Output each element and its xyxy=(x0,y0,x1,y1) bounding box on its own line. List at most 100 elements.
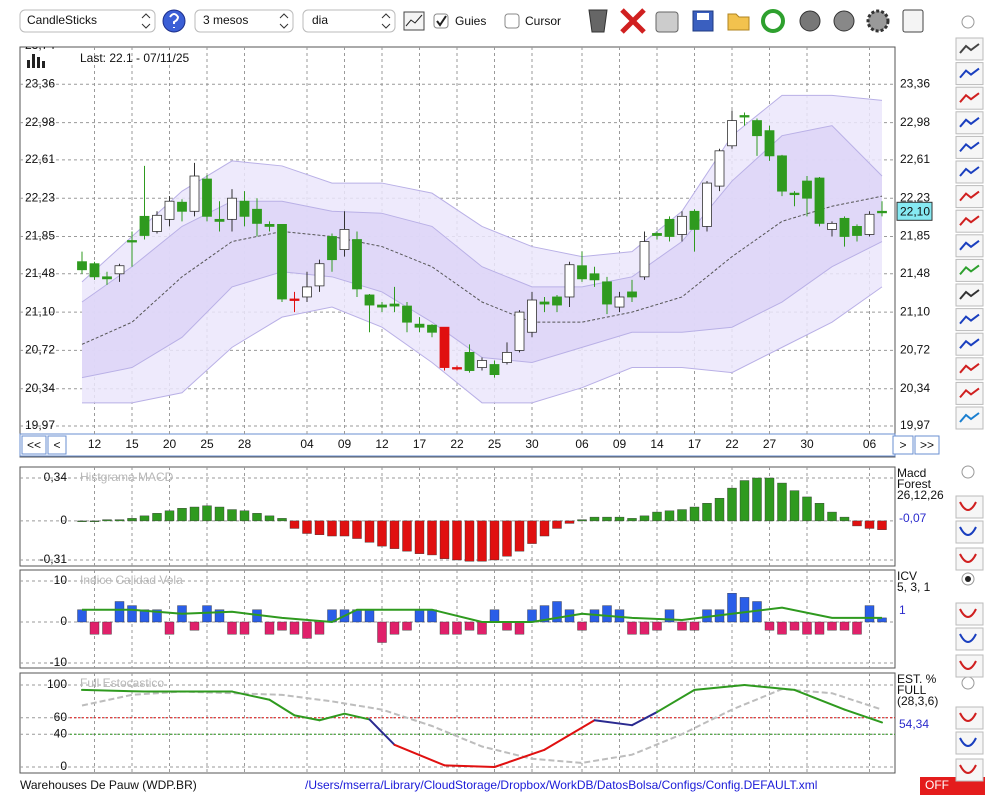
candle-body xyxy=(589,273,600,281)
nav-button[interactable] xyxy=(914,435,940,455)
x-tick-label: 28 xyxy=(238,437,252,451)
histogram-bar xyxy=(164,621,175,635)
euro-icon[interactable] xyxy=(833,10,855,32)
x-tick-label: 04 xyxy=(300,437,314,451)
histogram-bar xyxy=(127,605,137,623)
histogram-bar xyxy=(89,621,100,635)
tool-glyph xyxy=(959,92,980,103)
candle-body xyxy=(314,263,325,287)
x-tick-label: 09 xyxy=(613,437,627,451)
main-title: Last: 22.1 - 07/11/25 xyxy=(80,51,190,65)
sync-icon[interactable] xyxy=(799,10,821,32)
candle-body xyxy=(577,265,587,280)
y-tick-label: 10 xyxy=(54,573,68,587)
histogram-bar xyxy=(727,593,737,623)
candle-body xyxy=(202,178,212,217)
tool-button[interactable] xyxy=(955,520,984,544)
histogram-bar xyxy=(89,520,100,522)
candle-body xyxy=(502,352,512,363)
x-tick-label: 12 xyxy=(88,437,102,451)
y-tick-label-right: 20,34 xyxy=(900,381,930,395)
interval-text: dia xyxy=(312,13,328,27)
chart-type-select[interactable] xyxy=(19,9,156,33)
histogram-bar xyxy=(402,520,412,552)
histogram-bar xyxy=(402,621,412,631)
panel-radio[interactable] xyxy=(961,676,975,690)
histogram-bar xyxy=(102,621,112,635)
histogram-bar xyxy=(77,609,87,623)
chart-icon[interactable] xyxy=(403,11,425,31)
chart-type-text: CandleSticks xyxy=(27,13,97,27)
k-line-segment xyxy=(268,698,296,717)
candle-body xyxy=(214,218,225,222)
open-icon[interactable] xyxy=(727,13,750,31)
print-icon[interactable] xyxy=(655,11,679,33)
tool-button[interactable] xyxy=(955,654,984,678)
tool-button[interactable] xyxy=(955,758,984,782)
candle-body xyxy=(739,115,750,118)
tool-button[interactable] xyxy=(955,495,984,519)
x-tick-label: 14 xyxy=(650,437,664,451)
trash-icon[interactable] xyxy=(588,9,608,33)
panel-radio[interactable] xyxy=(961,465,975,479)
panel-legend: 5, 3, 1 xyxy=(897,580,931,594)
footer-path[interactable]: /Users/mserra/Library/CloudStorage/Dropb… xyxy=(305,778,817,792)
candle-body xyxy=(627,291,637,298)
tool-button[interactable] xyxy=(955,706,984,730)
period-select[interactable] xyxy=(194,9,294,33)
y-tick-label: 100 xyxy=(47,677,67,691)
candle-body xyxy=(389,303,400,307)
tool-button[interactable] xyxy=(955,731,984,755)
histogram-bar xyxy=(727,487,737,522)
signal-line xyxy=(82,606,882,624)
cursor-checkbox[interactable] xyxy=(504,13,520,29)
tool-glyph xyxy=(959,412,980,423)
tool-button[interactable] xyxy=(955,602,984,626)
histogram-bar xyxy=(352,520,362,539)
y-tick-label-right: 23,36 xyxy=(900,76,930,90)
calendar-icon[interactable] xyxy=(902,9,924,33)
candle-body xyxy=(764,130,775,157)
tool-button[interactable] xyxy=(955,547,984,571)
tool-glyph xyxy=(959,313,980,325)
histogram-bar xyxy=(452,520,462,561)
help-glyph xyxy=(169,13,180,28)
histogram-bar xyxy=(302,520,312,534)
nav-button[interactable] xyxy=(47,435,67,455)
histogram-bar xyxy=(502,520,512,557)
histogram-bar xyxy=(827,621,837,631)
histogram-bar xyxy=(414,520,425,554)
panel-legend: Forest xyxy=(897,477,932,491)
candle-body xyxy=(77,261,87,271)
candle-body xyxy=(514,311,525,351)
x-tick-label: 30 xyxy=(800,437,814,451)
histogram-bar xyxy=(239,621,250,635)
interval-select[interactable] xyxy=(302,9,396,33)
y-tick-label: 20,34 xyxy=(25,381,55,395)
k-line-segment xyxy=(81,688,146,693)
tool-button[interactable] xyxy=(955,627,984,651)
radio-main[interactable] xyxy=(961,15,975,29)
y-tick-label: 0,34 xyxy=(44,470,68,484)
main-plot: 23,74 23,36 22,98 22,61 22,23 21,85 21,48 21,10… xyxy=(20,47,895,434)
candle-body xyxy=(727,120,737,147)
nav-button[interactable] xyxy=(892,435,914,455)
y-tick-label: 22,61 xyxy=(25,152,55,166)
histogram-bar xyxy=(589,516,600,522)
candle-body xyxy=(352,239,362,290)
y-tick-label: 21,85 xyxy=(25,229,55,243)
nav-button[interactable] xyxy=(21,435,47,455)
k-line-segment xyxy=(743,684,796,691)
settings-icon[interactable] xyxy=(866,9,890,33)
band-line xyxy=(82,286,883,404)
candle-body xyxy=(639,241,650,278)
candle-body xyxy=(252,208,262,224)
candle-body xyxy=(152,214,162,232)
refresh-icon[interactable] xyxy=(761,9,785,33)
delete-icon[interactable] xyxy=(620,8,646,34)
candle-body xyxy=(339,229,350,251)
toolbar: CandleSticks 3 mesos dia Guies Cursor xyxy=(19,8,975,34)
candle-body xyxy=(864,213,875,235)
histogram-bar xyxy=(689,506,700,522)
